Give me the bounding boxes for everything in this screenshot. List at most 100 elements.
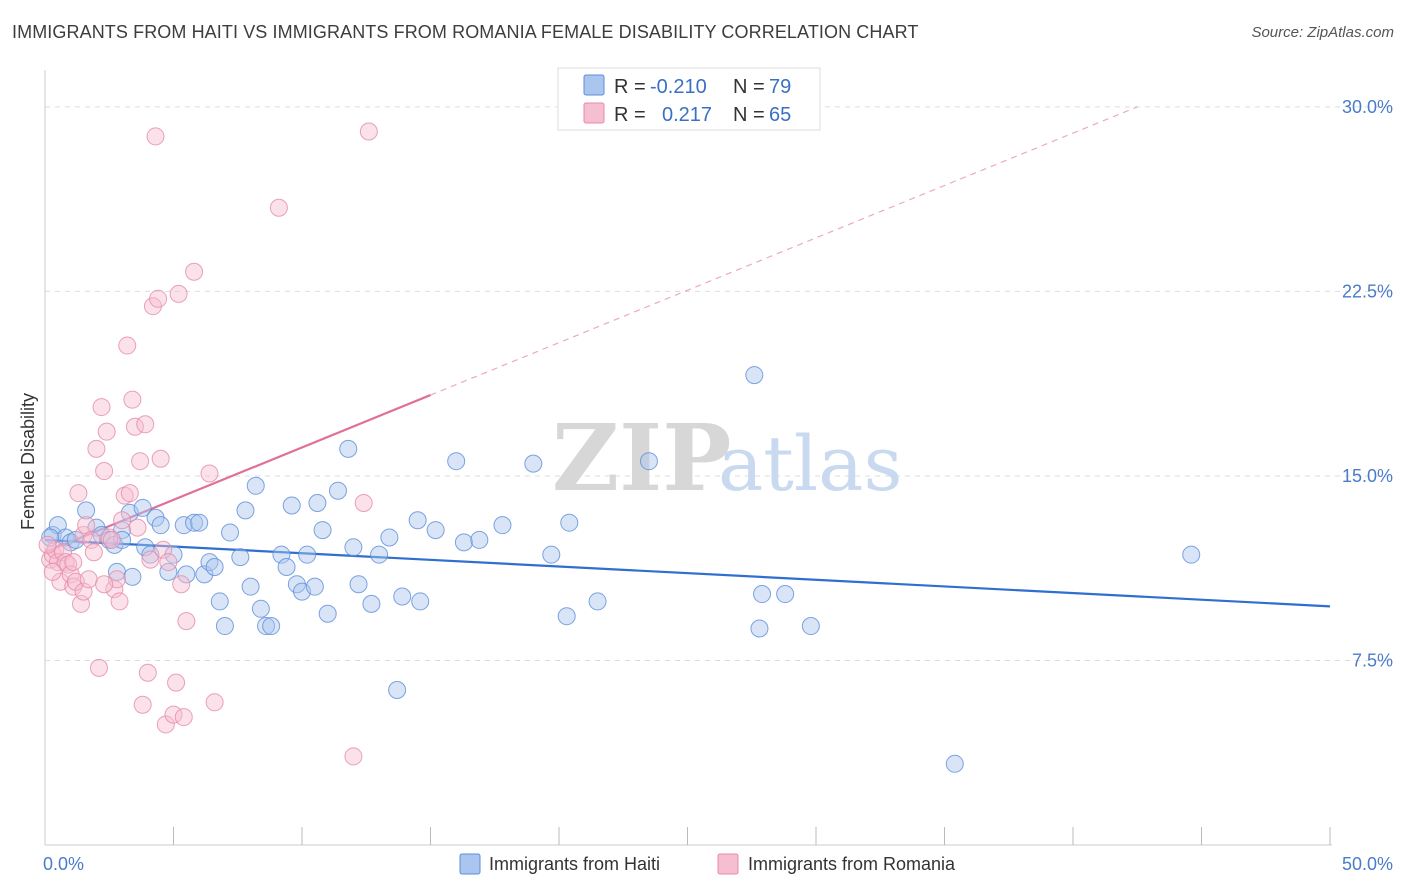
- romania-point: [120, 484, 139, 503]
- haiti-point: [588, 592, 607, 611]
- bottom-legend-romania-label: Immigrants from Romania: [748, 854, 956, 874]
- romania-point: [38, 535, 57, 554]
- haiti-point: [408, 511, 427, 530]
- haiti-point: [246, 476, 265, 495]
- haiti-point: [801, 617, 820, 636]
- romania-point: [113, 511, 132, 530]
- romania-point: [354, 494, 373, 513]
- romania-point: [159, 553, 178, 572]
- watermark-atlas: atlas: [718, 419, 902, 508]
- romania-point: [102, 530, 121, 549]
- x-tick-label: 50.0%: [1342, 854, 1393, 874]
- tick-labels: 7.5% 15.0% 22.5% 30.0% 0.0% 50.0%: [43, 97, 1393, 874]
- haiti-point: [56, 528, 75, 547]
- haiti-point: [388, 681, 407, 699]
- haiti-point: [454, 533, 473, 552]
- haiti-point: [231, 548, 250, 567]
- romania-point: [100, 528, 119, 547]
- legend-haiti-n-value: 79: [769, 76, 791, 98]
- haiti-point: [215, 617, 234, 636]
- haiti-point: [200, 553, 219, 572]
- romania-point: [95, 575, 114, 594]
- romania-point: [97, 422, 116, 441]
- haiti-point: [123, 567, 142, 586]
- romania-point: [48, 553, 67, 572]
- axis-layer: [44, 70, 1332, 846]
- haiti-point: [426, 521, 445, 540]
- romania-point: [151, 449, 170, 468]
- bottom-legend-haiti-label: Immigrants from Haiti: [489, 854, 660, 874]
- legend-haiti-r-label: R =: [614, 76, 646, 98]
- haiti-point: [151, 516, 170, 535]
- haiti-point: [328, 481, 347, 500]
- source-label: Source: ZipAtlas.com: [1251, 24, 1394, 41]
- romania-point: [125, 417, 144, 436]
- haiti-point: [639, 452, 658, 471]
- romania-point: [133, 695, 152, 714]
- romania-point: [131, 452, 150, 471]
- romania-point: [92, 398, 111, 417]
- haiti-point: [185, 513, 204, 532]
- romania-point: [64, 553, 83, 572]
- romania-point: [64, 577, 83, 596]
- romania-point: [146, 127, 165, 146]
- haiti-point: [776, 585, 795, 604]
- x-tick-label: 0.0%: [43, 854, 84, 874]
- haiti-trend-line: [44, 538, 1331, 608]
- romania-point: [169, 284, 188, 303]
- romania-point: [141, 550, 160, 569]
- bottom-legend: Immigrants from Haiti Immigrants from Ro…: [459, 853, 956, 875]
- haiti-point: [753, 585, 772, 604]
- romania-point: [110, 592, 129, 611]
- romania-point: [79, 570, 98, 589]
- y-axis-title: Female Disability: [18, 393, 38, 530]
- haiti-point: [470, 530, 489, 549]
- y-tick-label: 15.0%: [1342, 466, 1393, 486]
- romania-point: [156, 715, 175, 734]
- trend-layer: [44, 106, 1331, 608]
- romania-point: [269, 198, 288, 217]
- legend-haiti-swatch: [583, 74, 605, 96]
- haiti-point: [205, 557, 224, 576]
- romania-point: [200, 464, 219, 483]
- haiti-point: [393, 587, 412, 606]
- chart-title: IMMIGRANTS FROM HAITI VS IMMIGRANTS FROM…: [12, 22, 919, 42]
- watermark-zip: ZIP: [552, 404, 731, 512]
- romania-point: [87, 439, 106, 458]
- legend-romania-n-label: N =: [733, 104, 765, 126]
- haiti-point: [133, 498, 152, 517]
- haiti-point: [370, 545, 389, 564]
- y-tick-label: 7.5%: [1352, 650, 1393, 670]
- romania-point: [172, 575, 191, 594]
- haiti-point: [282, 496, 301, 515]
- grid-layer: [45, 106, 1392, 661]
- bottom-legend-haiti-swatch: [459, 853, 481, 875]
- haiti-point: [945, 754, 964, 773]
- romania-point: [344, 747, 363, 766]
- haiti-point: [257, 617, 276, 636]
- bottom-legend-romania-swatch: [717, 853, 739, 875]
- haiti-point: [305, 577, 324, 596]
- haiti-point: [262, 617, 281, 636]
- haiti-point: [1182, 545, 1201, 564]
- haiti-point: [308, 494, 327, 513]
- y-tick-label: 30.0%: [1342, 97, 1393, 117]
- haiti-point: [177, 565, 196, 584]
- haiti-point: [298, 545, 317, 564]
- haiti-point: [750, 619, 769, 638]
- haiti-point: [411, 592, 430, 611]
- legend-romania-n-value: 65: [769, 104, 791, 126]
- haiti-point: [77, 501, 96, 520]
- romania-point: [128, 518, 147, 537]
- romania-point: [185, 262, 204, 281]
- haiti-point: [210, 592, 229, 611]
- romania-trend-extension: [430, 106, 1138, 396]
- haiti-point: [542, 545, 561, 564]
- legend-romania-r-value: 0.217: [662, 104, 712, 126]
- romania-point: [123, 390, 142, 409]
- romania-point: [164, 705, 183, 724]
- romania-point: [167, 673, 186, 692]
- haiti-point: [344, 538, 363, 557]
- haiti-point: [745, 366, 764, 385]
- romania-point: [118, 336, 137, 355]
